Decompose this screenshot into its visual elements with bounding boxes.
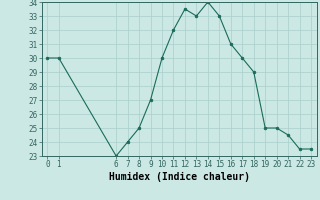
X-axis label: Humidex (Indice chaleur): Humidex (Indice chaleur) — [109, 172, 250, 182]
